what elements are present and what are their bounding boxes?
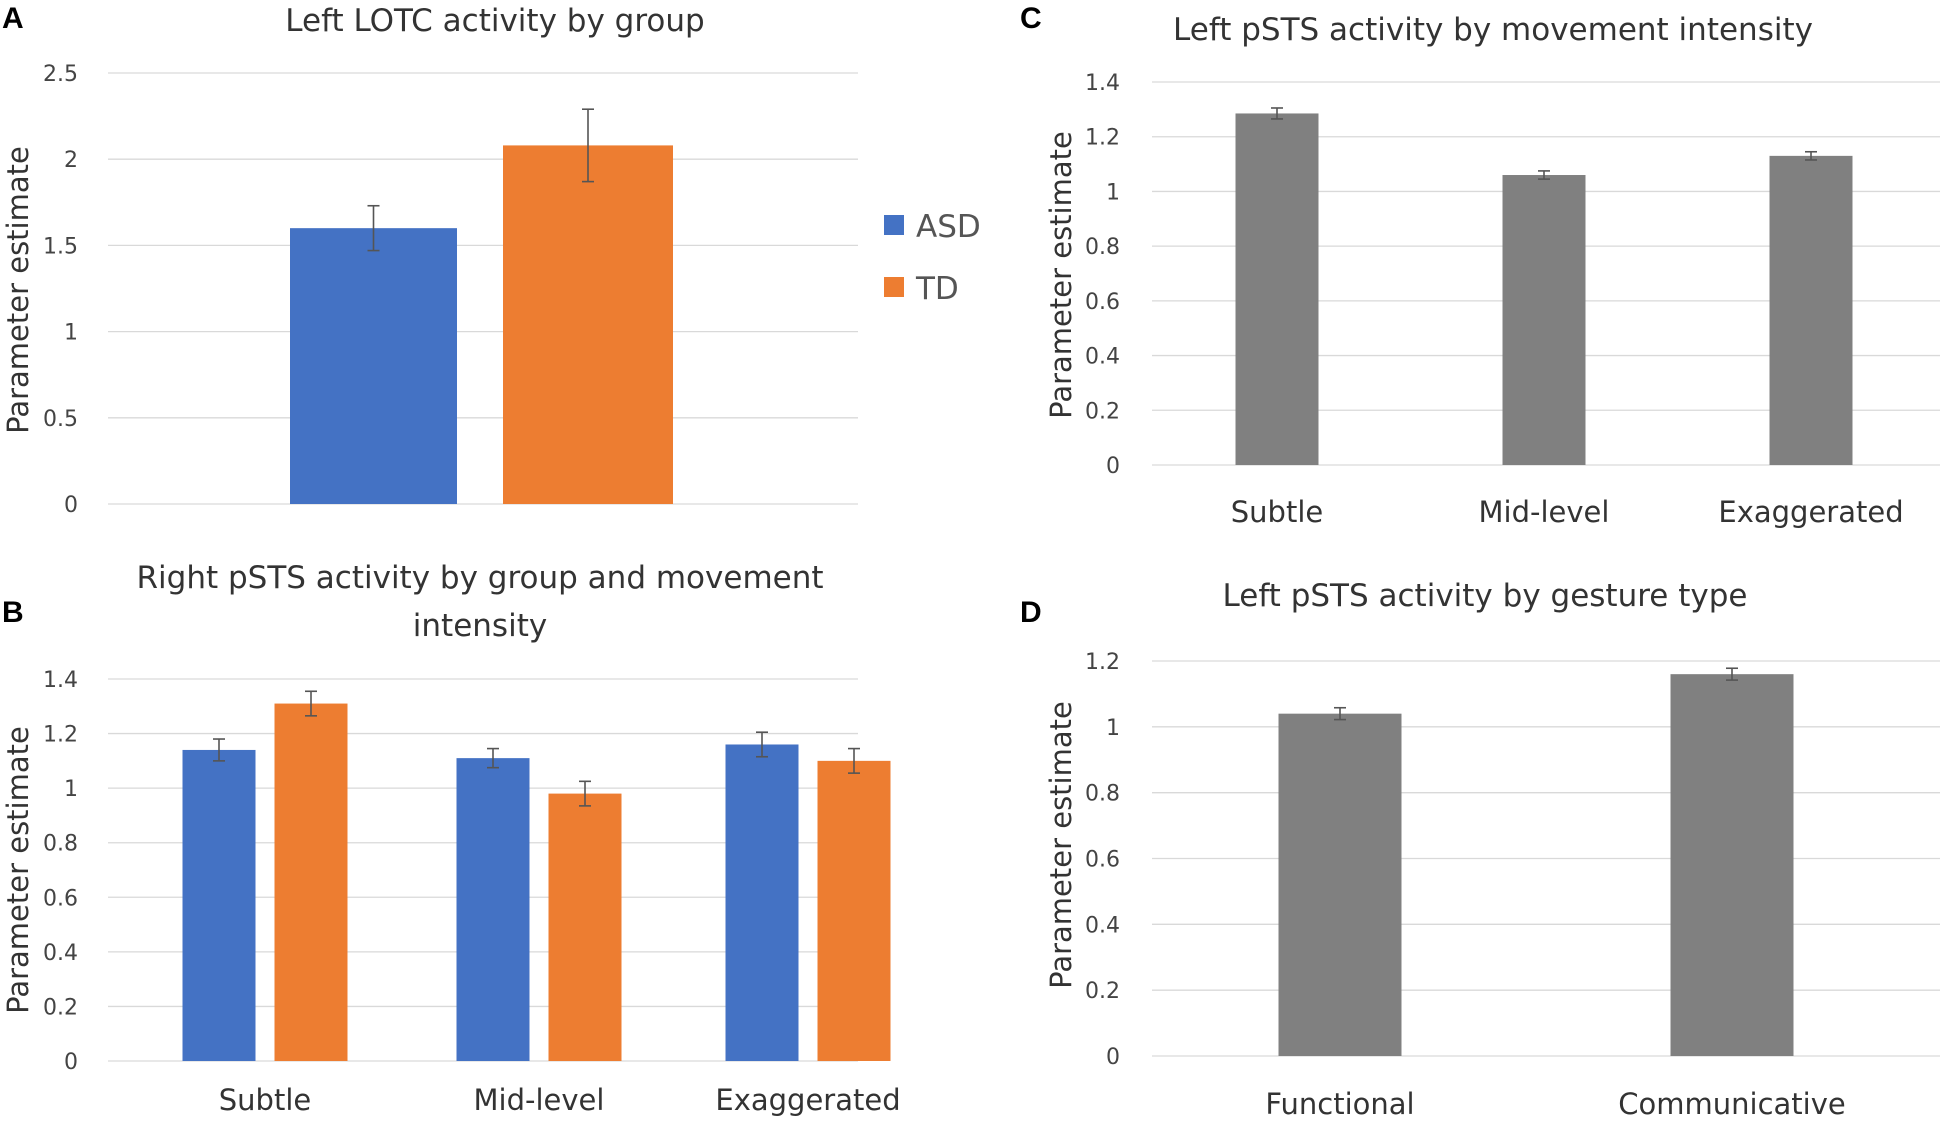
legend: ASD TD: [884, 209, 981, 307]
chart-d-ytick-label: 0.6: [1085, 848, 1120, 873]
chart-b-ytick-label: 0: [64, 1050, 78, 1075]
chart-b-ytick-label: 0.8: [43, 832, 78, 857]
chart-c-category-label: Subtle: [1231, 495, 1323, 529]
chart-b-ytick-label: 0.6: [43, 886, 78, 911]
chart-a-title: Left LOTC activity by group: [285, 3, 704, 39]
chart-b-bar-asd-0-errorbar: [213, 738, 225, 762]
chart-b-bar-td-0-errorbar: [305, 690, 317, 717]
chart-b-title-line1: Right pSTS activity by group and movemen…: [136, 560, 823, 596]
panel-letter-a: A: [2, 2, 24, 35]
chart-c-ytick-label: 0.8: [1085, 235, 1120, 260]
chart-a-plot: 0 0.5 1 1.5 2 2.5: [43, 62, 858, 518]
chart-c-category-label: Exaggerated: [1718, 495, 1903, 529]
chart-c-bar-2-errorbar: [1805, 150, 1817, 161]
chart-d: Left pSTS activity by gesture type Param…: [1044, 578, 1940, 1121]
chart-b-ytick-label: 1: [64, 777, 78, 802]
chart-c-ytick-label: 1.2: [1085, 126, 1120, 151]
chart-b-bar-td-1-errorbar: [579, 780, 591, 807]
chart-a-ytick-label: 2.5: [43, 62, 78, 87]
chart-b-ytick-label: 0.2: [43, 995, 78, 1020]
chart-c-ytick-label: 0: [1106, 454, 1120, 479]
chart-c-category-label: Mid-level: [1479, 495, 1610, 529]
chart-b-ytick-label: 1.4: [43, 668, 78, 693]
chart-d-category-label: Functional: [1265, 1087, 1414, 1121]
chart-b-category-label: Subtle: [219, 1083, 311, 1117]
chart-b-bar-asd-0: [182, 749, 256, 1061]
chart-a-bar-td: [503, 145, 673, 504]
chart-a-bar-asd-errorbar: [367, 204, 380, 252]
chart-b-title-line2: intensity: [413, 608, 547, 644]
chart-b-category-label: Exaggerated: [715, 1083, 900, 1117]
chart-d-bar-1-errorbar: [1726, 667, 1738, 681]
chart-b-ylabel: Parameter estimate: [1, 726, 35, 1014]
chart-a-ylabel: Parameter estimate: [1, 146, 35, 434]
panel-letter-b: B: [2, 596, 24, 629]
chart-a: Left LOTC activity by group Parameter es…: [1, 3, 981, 518]
chart-a-ytick-label: 1: [64, 321, 78, 346]
chart-b-bar-asd-2-errorbar: [756, 731, 768, 758]
chart-a-bar-td-errorbar: [582, 108, 594, 183]
chart-d-ylabel: Parameter estimate: [1044, 701, 1078, 989]
chart-d-bar-0: [1278, 713, 1402, 1056]
chart-c-bar-1: [1502, 175, 1586, 465]
chart-b-bar-asd-2: [725, 744, 799, 1061]
chart-c-bar-2: [1769, 155, 1853, 465]
legend-label-asd: ASD: [916, 209, 981, 245]
chart-c-bar-1-errorbar: [1538, 170, 1550, 180]
chart-b-ytick-label: 1.2: [43, 723, 78, 748]
chart-b-bar-asd-1-errorbar: [487, 747, 499, 769]
legend-label-td: TD: [915, 271, 959, 307]
legend-swatch-td: [884, 277, 904, 297]
chart-c-plot: 0 0.2 0.4 0.6 0.8 1 1.2 1.4 Subtle Mid-level Exagg…: [1085, 71, 1940, 529]
chart-d-title: Left pSTS activity by gesture type: [1223, 578, 1748, 614]
chart-c-ytick-label: 0.4: [1085, 345, 1120, 370]
chart-b-bar-td-2: [817, 760, 891, 1061]
chart-c-ytick-label: 0.2: [1085, 399, 1120, 424]
chart-b: Right pSTS activity by group and movemen…: [1, 560, 901, 1117]
chart-d-ytick-label: 0.2: [1085, 979, 1120, 1004]
chart-b-bar-td-2-errorbar: [848, 747, 860, 774]
chart-c-ytick-label: 0.6: [1085, 290, 1120, 315]
chart-a-bar-asd: [290, 228, 457, 504]
chart-d-ytick-label: 1: [1106, 716, 1120, 741]
chart-c-ytick-label: 1.4: [1085, 71, 1120, 96]
chart-d-plot: 0 0.2 0.4 0.6 0.8 1 1.2 Functional Communicative: [1085, 650, 1940, 1121]
chart-a-ytick-label: 0.5: [43, 407, 78, 432]
chart-d-ytick-label: 0.4: [1085, 913, 1120, 938]
chart-b-bar-td-0: [274, 703, 348, 1061]
legend-swatch-asd: [884, 215, 904, 235]
chart-b-bar-td-1: [548, 793, 622, 1061]
chart-c-bar-0-errorbar: [1271, 107, 1283, 120]
panel-letter-c: C: [1020, 2, 1042, 35]
chart-d-ytick-label: 1.2: [1085, 650, 1120, 675]
chart-b-bar-asd-1: [456, 758, 530, 1061]
chart-c: Left pSTS activity by movement intensity…: [1044, 12, 1940, 529]
panel-letter-d: D: [1020, 596, 1042, 629]
chart-d-ytick-label: 0: [1106, 1045, 1120, 1070]
chart-a-ytick-label: 0: [64, 493, 78, 518]
chart-b-category-label: Mid-level: [474, 1083, 605, 1117]
chart-c-ytick-label: 1: [1106, 180, 1120, 205]
chart-a-ytick-label: 1.5: [43, 234, 78, 259]
chart-c-bar-0: [1235, 113, 1319, 465]
chart-d-ytick-label: 0.8: [1085, 782, 1120, 807]
chart-a-ytick-label: 2: [64, 148, 78, 173]
chart-b-ytick-label: 0.4: [43, 941, 78, 966]
chart-c-title: Left pSTS activity by movement intensity: [1173, 12, 1813, 48]
chart-d-category-label: Communicative: [1618, 1087, 1845, 1121]
chart-c-ylabel: Parameter estimate: [1044, 131, 1078, 419]
chart-b-plot: 0 0.2 0.4 0.6 0.8 1 1.2 1.4 Subtle Mid-level Exagg…: [43, 668, 901, 1117]
chart-d-bar-0-errorbar: [1334, 706, 1346, 721]
chart-d-bar-1: [1670, 674, 1794, 1056]
